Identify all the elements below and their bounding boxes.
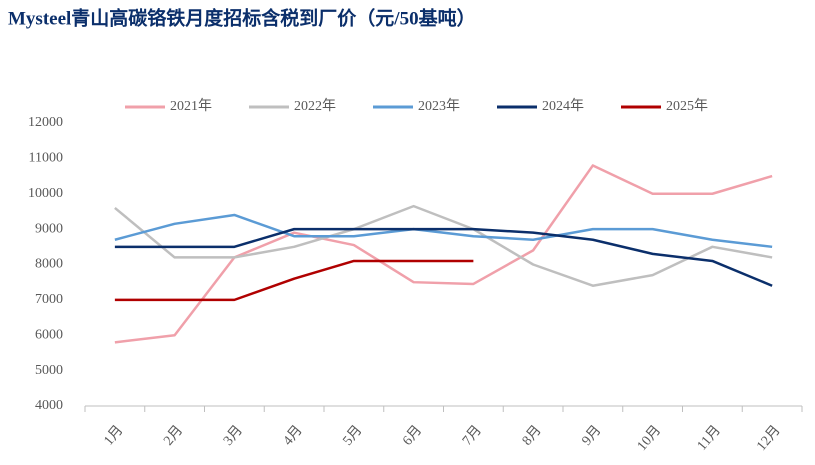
x-tick-label: 3月 <box>220 422 246 448</box>
legend-label: 2022年 <box>294 98 336 114</box>
y-tick-label: 12000 <box>28 115 63 130</box>
y-tick-label: 4000 <box>35 398 63 413</box>
y-tick-label: 6000 <box>35 327 63 342</box>
y-tick-label: 10000 <box>28 186 63 201</box>
x-tick-label: 8月 <box>519 422 545 448</box>
x-tick-label: 1月 <box>101 422 127 448</box>
x-tick-label: 12月 <box>753 422 783 454</box>
legend-label: 2025年 <box>666 98 708 114</box>
series-line <box>114 204 773 287</box>
series-line <box>114 227 773 287</box>
y-tick-label: 8000 <box>35 257 63 272</box>
legend-label: 2023年 <box>418 98 460 114</box>
x-tick-label: 4月 <box>280 422 306 448</box>
legend-label: 2024年 <box>542 98 584 114</box>
y-tick-label: 7000 <box>35 292 63 307</box>
series-line <box>114 164 773 344</box>
x-tick-label: 5月 <box>340 422 366 448</box>
chart-title: Mysteel青山高碳铬铁月度招标含税到厂价（元/50基吨） <box>8 6 476 29</box>
legend-label: 2021年 <box>170 98 212 114</box>
x-tick-label: 9月 <box>579 422 605 448</box>
x-tick-label: 10月 <box>634 422 664 454</box>
series-line <box>114 213 773 249</box>
y-tick-label: 9000 <box>35 221 63 236</box>
x-tick-label: 11月 <box>694 422 724 453</box>
x-tick-label: 6月 <box>399 422 425 448</box>
x-tick-label: 2月 <box>160 422 186 448</box>
y-tick-label: 5000 <box>35 363 63 378</box>
x-tick-label: 7月 <box>459 422 485 448</box>
series-line <box>114 259 474 302</box>
y-tick-label: 11000 <box>29 151 63 166</box>
